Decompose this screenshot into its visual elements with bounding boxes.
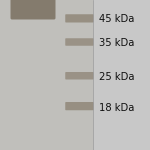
Text: 35 kDa: 35 kDa <box>99 38 134 48</box>
FancyBboxPatch shape <box>65 14 94 22</box>
FancyBboxPatch shape <box>11 0 56 20</box>
FancyBboxPatch shape <box>0 0 93 150</box>
Text: 45 kDa: 45 kDa <box>99 14 134 24</box>
Text: 18 kDa: 18 kDa <box>99 103 134 112</box>
Text: 25 kDa: 25 kDa <box>99 72 135 81</box>
FancyBboxPatch shape <box>65 72 94 80</box>
FancyBboxPatch shape <box>65 38 94 46</box>
FancyBboxPatch shape <box>65 102 94 110</box>
